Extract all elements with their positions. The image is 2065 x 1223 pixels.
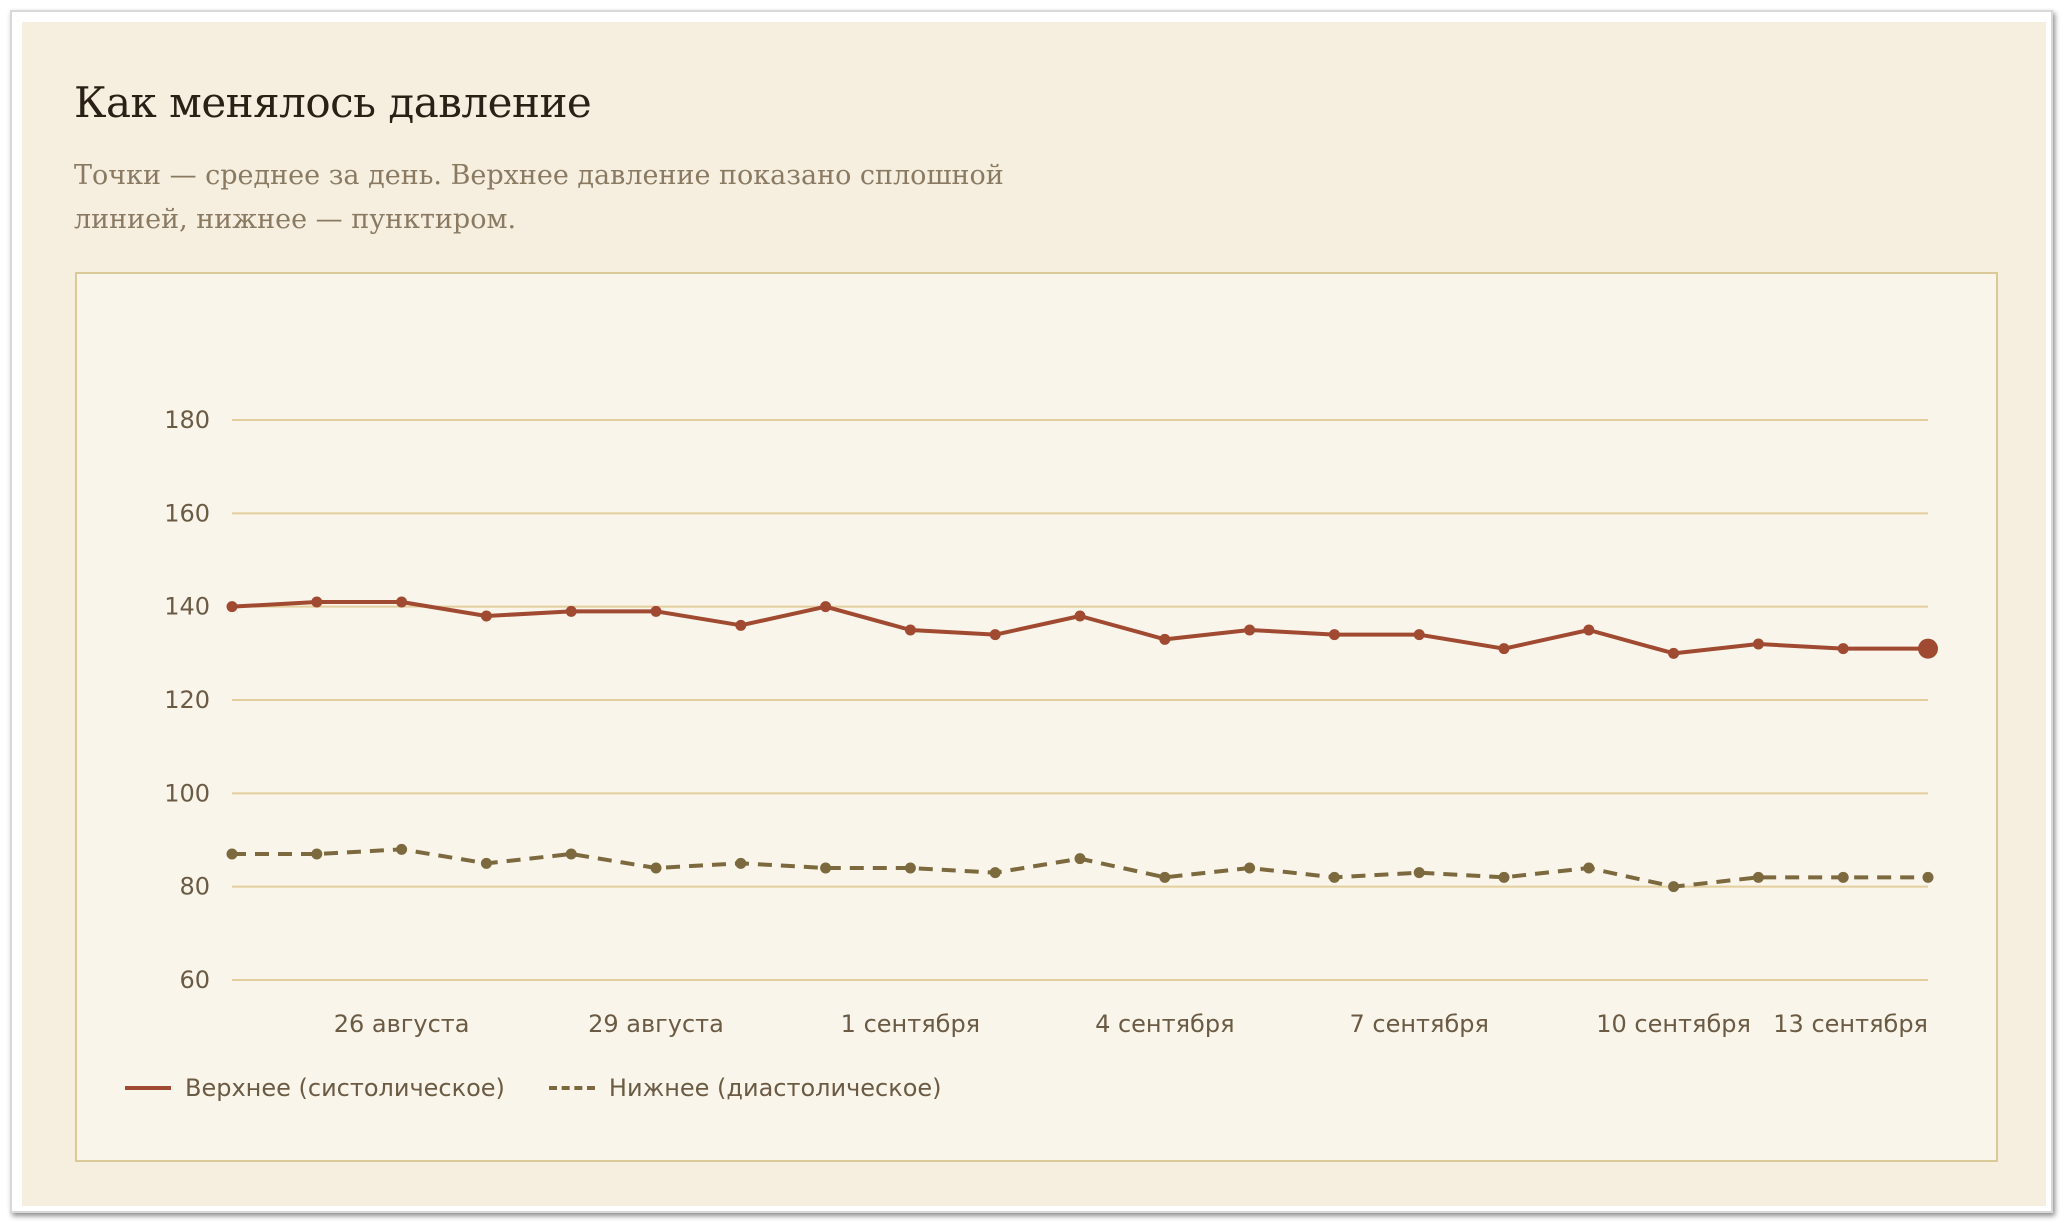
y-tick-label-140: 140: [164, 593, 210, 621]
data-point-diastolic: [480, 857, 492, 869]
x-tick-label: 29 августа: [588, 1010, 724, 1038]
article-section: Как менялось давление Точки — среднее за…: [22, 22, 2046, 1206]
legend-item-diastolic: Нижнее (диастолическое): [548, 1074, 942, 1102]
legend-swatch-dashed: [548, 1086, 595, 1090]
data-point-diastolic: [904, 862, 916, 874]
data-point-systolic: [735, 619, 747, 631]
data-point-systolic: [396, 596, 408, 608]
data-point-systolic: [1668, 647, 1680, 659]
chart-panel: 60 80 100 120 140 160 180 26 августа 29 августа 1…: [75, 272, 1998, 1162]
y-tick-label-60: 60: [179, 966, 210, 994]
data-point-systolic: [1413, 629, 1425, 641]
data-point-diastolic: [565, 848, 577, 860]
data-point-diastolic: [989, 867, 1001, 879]
y-tick-label-80: 80: [179, 873, 210, 901]
data-point-systolic: [904, 624, 916, 636]
pressure-chart: 60 80 100 120 140 160 180 26 августа 29 августа 1…: [164, 406, 1938, 1038]
data-point-diastolic: [1837, 871, 1849, 883]
data-point-systolic: [226, 601, 238, 613]
data-point-systolic: [480, 610, 492, 622]
data-point-diastolic: [311, 848, 323, 860]
data-point-diastolic: [1583, 862, 1595, 874]
y-tick-label-160: 160: [164, 499, 210, 527]
data-point-systolic: [989, 629, 1001, 641]
data-point-systolic: [1244, 624, 1256, 636]
data-point-diastolic: [1328, 871, 1340, 883]
y-tick-label-120: 120: [164, 686, 210, 714]
legend-item-systolic: Верхнее (систолическое): [125, 1074, 505, 1102]
data-point-diastolic: [226, 848, 238, 860]
page-subtitle: Точки — среднее за день. Верхнее давлени…: [74, 160, 1004, 235]
x-tick-label: 13 сентября: [1773, 1010, 1928, 1038]
data-point-systolic: [1498, 643, 1510, 655]
page-title: Как менялось давление: [74, 78, 592, 127]
y-tick-label-100: 100: [164, 779, 210, 807]
data-point-diastolic: [1244, 862, 1256, 874]
data-point-systolic: [1752, 638, 1764, 650]
data-point-systolic: [1159, 633, 1171, 645]
legend-label-diastolic: Нижнее (диастолическое): [608, 1074, 942, 1102]
data-point-systolic: [1328, 629, 1340, 641]
data-point-diastolic: [1922, 871, 1934, 883]
data-point-systolic: [820, 601, 832, 613]
data-point-diastolic: [1752, 871, 1764, 883]
data-point-systolic: [650, 605, 662, 617]
x-tick-label: 10 сентября: [1596, 1010, 1751, 1038]
y-tick-label-180: 180: [164, 406, 210, 434]
data-point-diastolic: [650, 862, 662, 874]
data-point-systolic: [565, 605, 577, 617]
x-tick-label: 7 сентября: [1349, 1010, 1488, 1038]
data-point-systolic: [1837, 643, 1849, 655]
chart-legend: Верхнее (систолическое) Нижнее (диастоли…: [125, 1074, 942, 1102]
data-point-diastolic: [1074, 853, 1086, 865]
data-point-systolic: [311, 596, 323, 608]
data-point-diastolic: [1498, 871, 1510, 883]
x-tick-label: 26 августа: [334, 1010, 470, 1038]
data-point-diastolic: [1159, 871, 1171, 883]
data-point-systolic: [1583, 624, 1595, 636]
data-point-systolic: [1918, 638, 1938, 659]
x-tick-label: 4 сентября: [1095, 1010, 1234, 1038]
data-point-diastolic: [1413, 867, 1425, 879]
legend-swatch-solid: [125, 1086, 171, 1090]
x-tick-label: 1 сентября: [841, 1010, 980, 1038]
data-point-diastolic: [396, 843, 408, 855]
screenshot-frame: Как менялось давление Точки — среднее за…: [10, 10, 2053, 1213]
data-point-diastolic: [820, 862, 832, 874]
data-point-diastolic: [735, 857, 747, 869]
data-point-diastolic: [1668, 881, 1680, 893]
legend-label-systolic: Верхнее (систолическое): [185, 1074, 505, 1102]
series-line-systolic: [231, 600, 1928, 656]
data-point-systolic: [1074, 610, 1086, 622]
